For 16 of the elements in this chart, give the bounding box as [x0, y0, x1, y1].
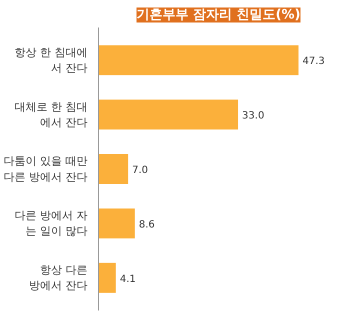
- bar: [98, 154, 128, 184]
- data-label: 4.1: [120, 274, 136, 285]
- data-label: 8.6: [138, 219, 155, 230]
- chart-title: 기혼부부 잠자리 친밀도(%): [136, 8, 300, 22]
- data-label: 33.0: [242, 110, 264, 122]
- y-tick-label: 다른 방에서 자 는 일이 많다: [14, 209, 88, 238]
- bar: [98, 208, 135, 238]
- data-label: 47.3: [302, 56, 325, 68]
- y-tick-label: 항상 다른 방에서 잔다: [29, 264, 88, 292]
- bar: [98, 45, 298, 76]
- bar: [98, 262, 116, 293]
- data-label: 7.0: [132, 165, 148, 176]
- y-tick-label: 대체로 한 침대 에서 잔다: [14, 100, 88, 129]
- y-tick-label: 항상 한 침대에 서 잔다: [14, 46, 88, 74]
- y-tick-label: 다툼이 있을 때만 다른 방에서 잔다: [4, 154, 88, 184]
- bar: [98, 100, 238, 130]
